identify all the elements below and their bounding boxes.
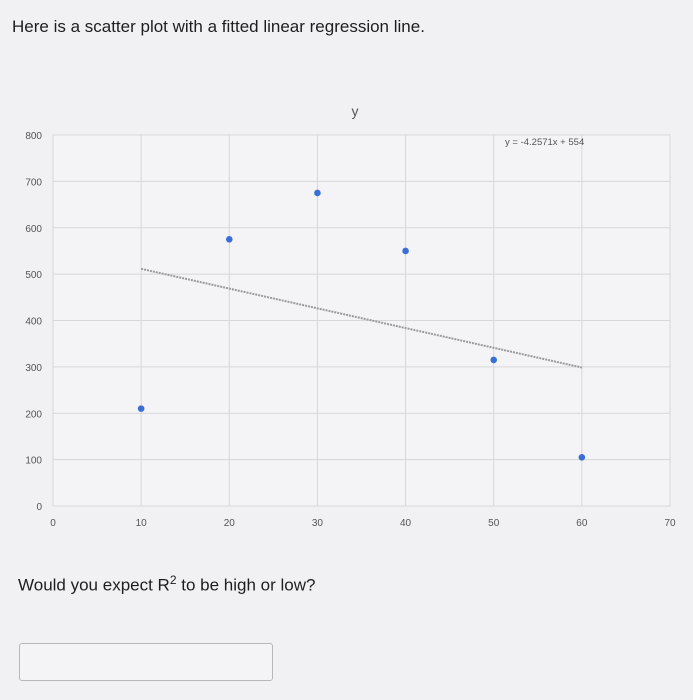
y-tick-label: 100 xyxy=(25,456,42,467)
x-tick-label: 10 xyxy=(136,518,148,529)
intro-text: Here is a scatter plot with a fitted lin… xyxy=(12,17,425,36)
y-tick-label: 700 xyxy=(25,177,42,188)
trendline xyxy=(140,267,583,369)
y-tick-label: 800 xyxy=(25,131,42,142)
x-tick-label: 70 xyxy=(664,518,676,529)
data-point xyxy=(314,189,321,197)
question-suffix: to be high or low? xyxy=(176,575,316,595)
x-tick-label: 0 xyxy=(50,518,56,529)
x-tick-label: 30 xyxy=(312,518,324,529)
x-tick-label: 20 xyxy=(224,518,236,529)
scatter-chart: 0 100 200 300 400 500 600 700 800 0 10 20 30 40 50 60 70… xyxy=(25,103,676,529)
x-tick-label: 60 xyxy=(576,518,588,529)
data-point xyxy=(490,356,498,364)
data-point xyxy=(578,454,586,461)
answer-input[interactable] xyxy=(19,643,273,681)
data-point xyxy=(137,405,145,412)
trendline-equation: y = -4.2571x + 554 xyxy=(505,137,584,148)
data-point xyxy=(225,236,233,243)
question-text: Would you expect R2 to be high or low? xyxy=(18,573,315,596)
y-tick-label: 600 xyxy=(25,224,42,235)
data-point xyxy=(402,247,409,255)
question-prefix: Would you expect R xyxy=(18,575,170,595)
y-tick-label: 400 xyxy=(25,317,42,328)
y-tick-label: 300 xyxy=(25,363,42,374)
y-tick-label: 0 xyxy=(36,502,42,513)
question-superscript: 2 xyxy=(169,573,177,587)
x-tick-label: 40 xyxy=(400,518,412,529)
chart-title: y xyxy=(352,103,359,119)
x-tick-label: 50 xyxy=(488,518,500,529)
y-tick-label: 200 xyxy=(25,409,42,420)
y-tick-label: 500 xyxy=(25,270,42,281)
